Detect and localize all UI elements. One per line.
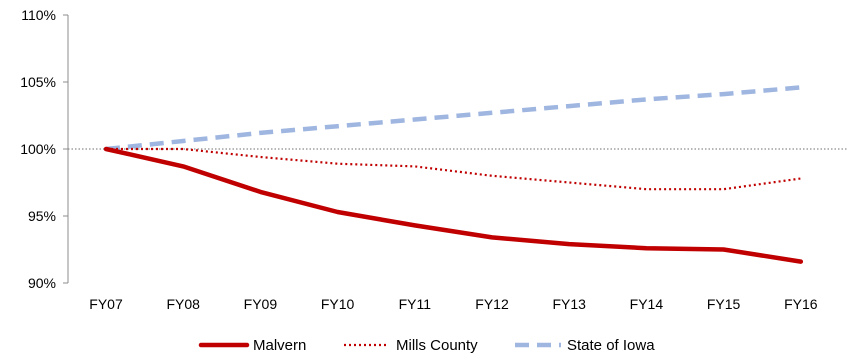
x-tick-label: FY09	[244, 296, 278, 312]
x-tick-label: FY11	[399, 296, 432, 312]
series-line-state-of-iowa	[105, 85, 801, 152]
x-tick-label: FY07	[89, 296, 123, 312]
legend: Malvern Mills County State of Iowa	[198, 337, 655, 354]
x-tick-label: FY16	[784, 296, 818, 312]
axes: 90% 95% 100% 105% 110% FY07 FY08 FY09 FY10 FY11 FY…	[20, 7, 847, 312]
series-line-mills-county	[106, 147, 801, 191]
y-tick-label: 95%	[28, 208, 56, 224]
y-tick-label: 100%	[20, 141, 56, 157]
x-tick-label: FY10	[321, 296, 355, 312]
x-tick-label: FY14	[630, 296, 664, 312]
y-tick-label: 110%	[21, 7, 56, 23]
legend-label-malvern: Malvern	[253, 337, 306, 354]
x-tick-label: FY15	[707, 296, 741, 312]
series-line-malvern	[103, 146, 804, 264]
legend-label-state-of-iowa: State of Iowa	[567, 337, 655, 354]
x-tick-label: FY13	[552, 296, 586, 312]
y-tick-label: 90%	[28, 275, 56, 291]
y-tick-label: 105%	[20, 74, 56, 90]
x-tick-label: FY08	[166, 296, 200, 312]
series-lines	[103, 85, 804, 264]
legend-label-mills-county: Mills County	[396, 337, 478, 354]
x-tick-label: FY12	[475, 296, 509, 312]
